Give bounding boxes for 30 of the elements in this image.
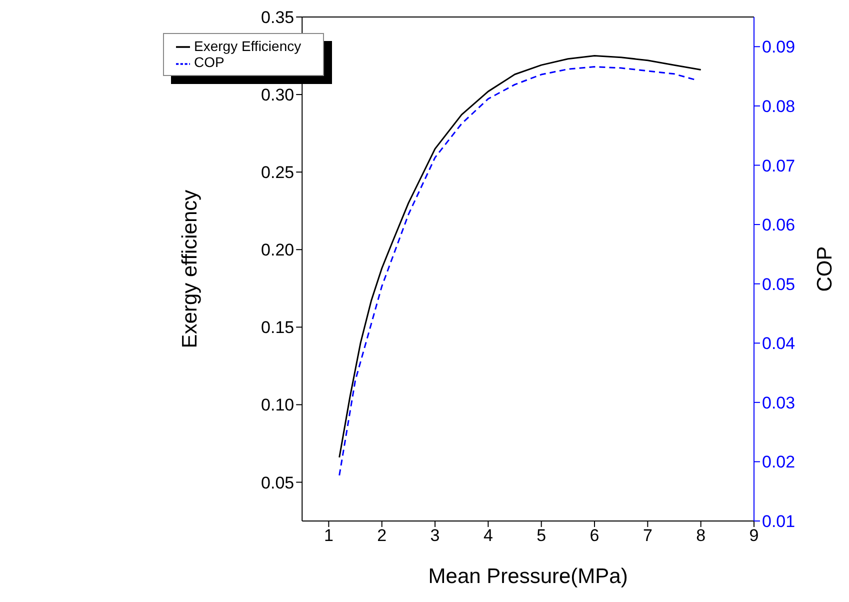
- y2-tick-label: 0.04: [762, 334, 796, 354]
- x-tick-label: 8: [696, 526, 706, 546]
- legend-label: Exergy Efficiency: [194, 38, 302, 54]
- x-tick-label: 2: [377, 526, 387, 546]
- x-tick-label: 4: [483, 526, 493, 546]
- y-tick-label: 0.35: [261, 8, 294, 28]
- y-tick-label: 0.15: [261, 318, 294, 338]
- x-tick-label: 1: [324, 526, 334, 546]
- y-tick-label: 0.05: [261, 473, 294, 492]
- y2-tick-label: 0.08: [762, 96, 796, 116]
- y-tick-label: 0.20: [261, 240, 294, 260]
- y-tick-label: 0.10: [261, 396, 294, 415]
- y-tick-label: 0.25: [261, 163, 294, 182]
- y2-tick-label: 0.05: [762, 274, 796, 294]
- x-axis-title: Mean Pressure(MPa): [428, 565, 628, 588]
- y2-tick-label: 0.07: [762, 156, 796, 176]
- x-tick-label: 9: [749, 526, 759, 546]
- y2-tick-label: 0.06: [762, 216, 796, 235]
- y-tick-label: 0.30: [261, 86, 294, 105]
- y2-tick-label: 0.03: [762, 393, 796, 412]
- x-tick-label: 6: [590, 526, 600, 546]
- legend-label: COP: [194, 54, 224, 70]
- x-tick-label: 7: [642, 526, 652, 546]
- y2-tick-label: 0.02: [762, 452, 796, 472]
- y2-axis-title: COP: [813, 246, 836, 292]
- y-axis-title: Exergy efficiency: [178, 189, 202, 348]
- y2-tick-label: 0.09: [762, 38, 796, 57]
- x-tick-label: 5: [536, 526, 546, 546]
- y2-tick-label: 0.01: [762, 512, 796, 532]
- x-tick-label: 3: [430, 526, 440, 546]
